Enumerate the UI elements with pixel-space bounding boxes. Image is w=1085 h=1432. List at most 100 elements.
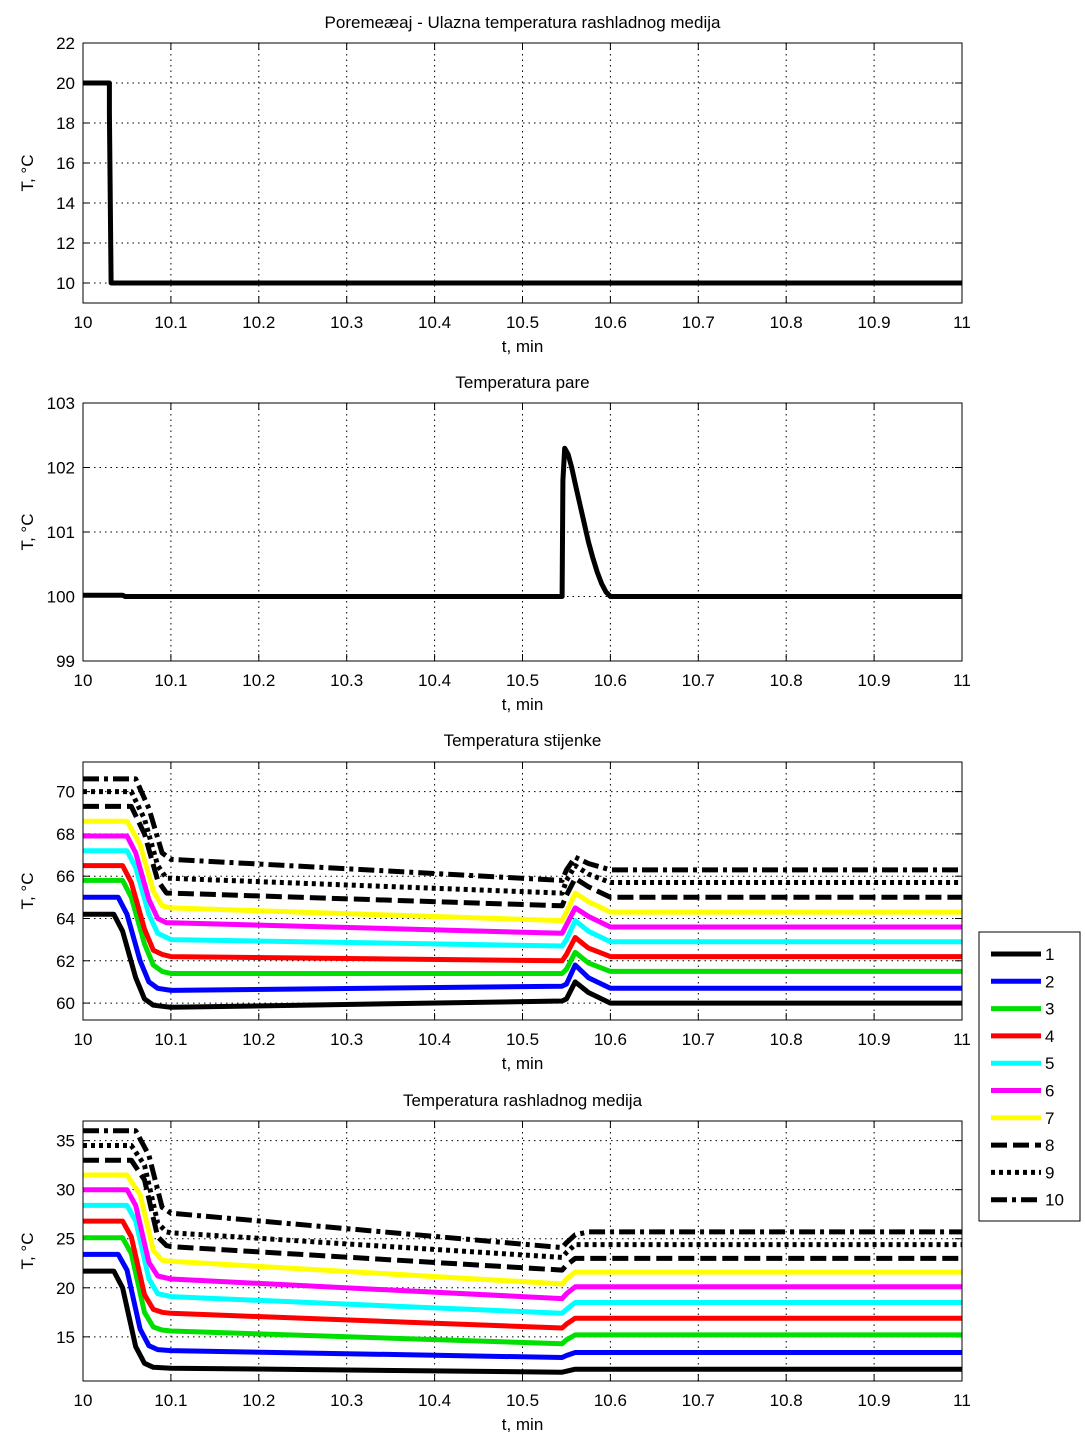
legend-label-5: 5 [1045,1054,1054,1073]
x-tick-label: 10.5 [506,671,539,690]
legend-label-1: 1 [1045,945,1054,964]
series-line-5 [83,1202,962,1316]
legend-label-10: 10 [1045,1191,1064,1210]
y-tick-label: 66 [56,867,75,886]
y-tick-label: 12 [56,234,75,253]
legend-label-6: 6 [1045,1082,1054,1101]
series-line-9 [83,1143,962,1260]
x-axis-label: t, min [502,695,544,714]
x-tick-label: 10.8 [770,671,803,690]
series-line-7 [83,1172,962,1287]
y-tick-label: 20 [56,1279,75,1298]
x-tick-label: 10.7 [682,313,715,332]
series-line-9 [83,789,962,896]
x-tick-label: 10.5 [506,313,539,332]
series-line-3 [83,1235,962,1347]
y-tick-label: 18 [56,114,75,133]
legend-label-7: 7 [1045,1109,1054,1128]
y-tick-label: 20 [56,74,75,93]
x-tick-label: 10.4 [418,671,451,690]
x-tick-label: 10.9 [858,1030,891,1049]
y-tick-label: 16 [56,154,75,173]
x-tick-label: 10.3 [330,1391,363,1410]
x-tick-label: 10.4 [418,1391,451,1410]
x-axis-label: t, min [502,1415,544,1432]
x-tick-label: 10.6 [594,1391,627,1410]
y-tick-label: 99 [56,652,75,671]
x-tick-label: 10.4 [418,313,451,332]
series-line-1 [83,911,962,1010]
x-tick-label: 10.2 [242,313,275,332]
x-tick-label: 10.2 [242,1391,275,1410]
series-line-5 [83,848,962,949]
x-tick-label: 10.6 [594,313,627,332]
y-axis-label: T, °C [18,1232,37,1269]
series-line-6 [83,833,962,936]
chart-title: Temperatura pare [455,373,589,392]
axes-box [82,1120,963,1382]
x-tick-label: 10.5 [506,1391,539,1410]
y-axis-label: T, °C [18,154,37,191]
x-tick-label: 10.8 [770,1030,803,1049]
series-line-10 [83,776,962,883]
x-tick-label: 11 [953,1391,971,1410]
x-tick-label: 10 [74,1030,93,1049]
series-line-8 [83,1157,962,1273]
series-group [83,1128,962,1375]
axes-box [82,761,963,1021]
series-line-4 [83,1218,962,1331]
x-tick-label: 10.7 [682,1391,715,1410]
chart-1: 10 10.1 10.2 10.3 10.4 10.5 10.6 10.7 10.8 10.9 11… [18,13,971,356]
x-tick-label: 10 [74,671,93,690]
series-line-1 [83,80,962,286]
legend-label-3: 3 [1045,1000,1054,1019]
y-tick-label: 15 [56,1328,75,1347]
legend-label-2: 2 [1045,972,1054,991]
y-tick-label: 70 [56,783,75,802]
legend: 1 2 3 4 5 6 7 8 9 10 [978,931,1081,1222]
x-tick-label: 10 [74,313,93,332]
y-tick-label: 60 [56,994,75,1013]
series-line-3 [83,877,962,976]
x-axis-label: t, min [502,1054,544,1073]
series-line-2 [83,1251,962,1360]
y-tick-label: 102 [47,459,75,478]
chart-title: Temperatura rashladnog medija [403,1091,643,1110]
x-tick-label: 10.6 [594,1030,627,1049]
y-tick-label: 101 [47,523,75,542]
series-line-6 [83,1187,962,1302]
series-line-8 [83,803,962,909]
legend-box [978,931,1081,1222]
y-tick-label: 14 [56,194,75,213]
series-line-7 [83,818,962,924]
x-tick-label: 10.7 [682,1030,715,1049]
x-tick-label: 10.3 [330,671,363,690]
y-tick-label: 22 [56,34,75,53]
series-line-10 [83,1128,962,1251]
x-tick-label: 10.1 [154,313,187,332]
x-tick-label: 10.1 [154,671,187,690]
y-tick-label: 62 [56,952,75,971]
y-tick-label: 103 [47,394,75,413]
x-tick-label: 10.9 [858,1391,891,1410]
x-tick-label: 10.7 [682,671,715,690]
x-tick-label: 11 [953,1030,971,1049]
x-tick-label: 10.1 [154,1391,187,1410]
y-tick-label: 25 [56,1230,75,1249]
legend-label-8: 8 [1045,1136,1054,1155]
x-tick-label: 10.9 [858,671,891,690]
x-tick-label: 10.4 [418,1030,451,1049]
legend-label-9: 9 [1045,1163,1054,1182]
series-group [83,445,962,599]
x-tick-label: 11 [953,313,971,332]
y-tick-label: 68 [56,825,75,844]
y-tick-label: 30 [56,1181,75,1200]
x-tick-label: 10.3 [330,313,363,332]
x-tick-label: 10.3 [330,1030,363,1049]
axes-box [82,402,963,662]
x-tick-label: 10.9 [858,313,891,332]
series-group [83,776,962,1010]
x-axis-label: t, min [502,337,544,356]
series-line-1 [83,1268,962,1375]
